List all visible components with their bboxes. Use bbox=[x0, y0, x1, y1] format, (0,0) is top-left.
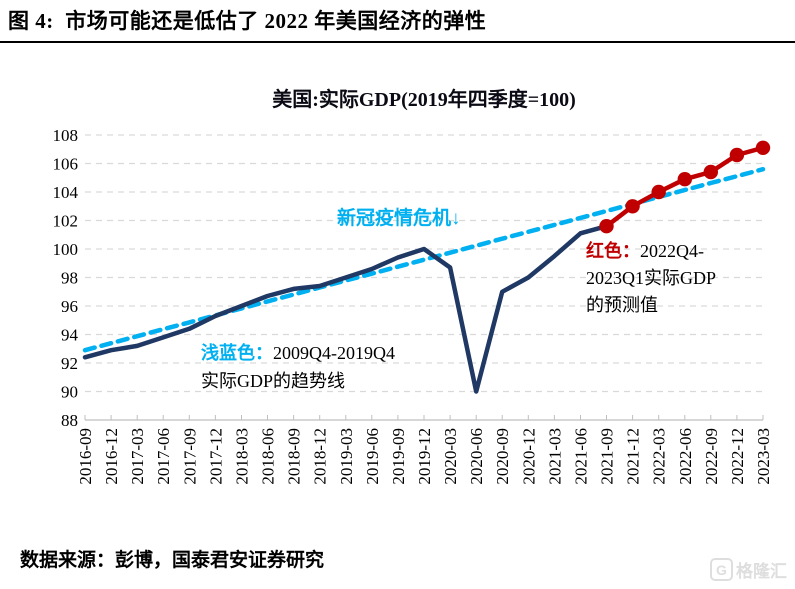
x-tick-label: 2022-06 bbox=[676, 428, 695, 485]
y-tick-label: 98 bbox=[61, 269, 78, 288]
y-tick-label: 100 bbox=[53, 240, 79, 259]
x-tick-label: 2016-09 bbox=[76, 428, 95, 485]
forecast-point bbox=[729, 147, 745, 163]
x-tick-label: 2019-09 bbox=[389, 428, 408, 485]
x-tick-label: 2017-06 bbox=[154, 428, 173, 485]
x-tick-label: 2022-09 bbox=[702, 428, 721, 485]
forecast-point bbox=[599, 219, 614, 234]
forecast-point bbox=[625, 199, 640, 214]
actual-line bbox=[82, 223, 609, 394]
figure-title: 图 4: 市场可能还是低估了 2022 年美国经济的弹性 bbox=[8, 9, 487, 33]
y-tick-label: 94 bbox=[61, 326, 79, 345]
x-tick-label: 2019-12 bbox=[415, 428, 434, 485]
x-tick-label: 2017-03 bbox=[128, 428, 147, 485]
gelonghui-logo-text: 格隆汇 bbox=[736, 562, 787, 581]
forecast-point bbox=[703, 164, 718, 180]
data-source: 数据来源：彭博，国泰君安证券研究 bbox=[20, 550, 325, 571]
y-tick-label: 106 bbox=[53, 155, 79, 174]
chart-title: 美国:实际GDP(2019年四季度=100) bbox=[272, 89, 576, 111]
title-divider bbox=[0, 41, 795, 43]
annotation-forecast-note: 红色：2022Q4- 2023Q1实际GDP 的预测值 bbox=[586, 238, 791, 319]
trend-line bbox=[82, 166, 766, 353]
x-tick-label: 2017-09 bbox=[180, 428, 199, 485]
annotation-forecast-line3: 的预测值 bbox=[586, 295, 658, 315]
gelonghui-logo: G 格隆汇 bbox=[710, 557, 787, 582]
y-tick-label: 108 bbox=[53, 126, 79, 145]
gdp-line-chart: 88 90 92 94 96 98 100 102 104 106 108 2016-09 2016-1… bbox=[53, 126, 774, 485]
annotation-forecast-line2: 2023Q1实际GDP bbox=[586, 268, 717, 288]
annotation-covid-text: 新冠疫情危机↓ bbox=[337, 208, 461, 229]
y-tick-label: 104 bbox=[53, 183, 79, 202]
x-tick-label: 2019-06 bbox=[363, 428, 382, 485]
annotation-trend-prefix: 浅蓝色： bbox=[201, 343, 273, 363]
x-tick-label: 2021-03 bbox=[545, 428, 564, 485]
x-tick-label: 2020-06 bbox=[467, 428, 486, 485]
forecast-point bbox=[677, 172, 692, 187]
x-tick-label: 2016-12 bbox=[102, 428, 121, 485]
forecast-point bbox=[755, 140, 771, 155]
x-tick-label: 2019-03 bbox=[337, 428, 356, 485]
x-tick-label: 2023-03 bbox=[754, 428, 773, 485]
x-tick-label: 2021-12 bbox=[624, 428, 643, 485]
y-tick-label: 92 bbox=[61, 354, 78, 373]
y-tick-label: 90 bbox=[61, 383, 78, 402]
x-tick-label: 2018-06 bbox=[259, 428, 278, 485]
y-tick-label: 102 bbox=[53, 212, 79, 231]
x-tick-label: 2021-09 bbox=[598, 428, 617, 485]
x-tick-label: 2020-09 bbox=[493, 428, 512, 485]
gelonghui-g-icon: G bbox=[710, 558, 733, 581]
x-tick-label: 2020-12 bbox=[519, 428, 538, 485]
x-tick-label: 2020-03 bbox=[441, 428, 460, 485]
x-tick-label: 2018-09 bbox=[285, 428, 304, 485]
annotation-forecast-line1: 2022Q4- bbox=[640, 241, 704, 261]
forecast-point bbox=[651, 184, 666, 200]
annotation-trend-line2: 实际GDP的趋势线 bbox=[201, 371, 346, 391]
x-tick-label: 2017-12 bbox=[206, 428, 225, 485]
x-tick-label: 2018-12 bbox=[311, 428, 330, 485]
annotation-covid-crisis: 新冠疫情危机↓ bbox=[337, 205, 461, 232]
x-tick-label: 2021-06 bbox=[572, 428, 591, 485]
annotation-trend-line1: 2009Q4-2019Q4 bbox=[273, 343, 395, 363]
annotation-forecast-prefix: 红色： bbox=[586, 241, 640, 261]
y-tick-label: 88 bbox=[61, 411, 78, 430]
x-tick-label: 2022-03 bbox=[650, 428, 669, 485]
annotation-trend-note: 浅蓝色：2009Q4-2019Q4 实际GDP的趋势线 bbox=[201, 339, 461, 395]
x-tick-label: 2018-03 bbox=[233, 428, 252, 485]
y-tick-label: 96 bbox=[61, 297, 78, 316]
x-tick-label: 2022-12 bbox=[728, 428, 747, 485]
